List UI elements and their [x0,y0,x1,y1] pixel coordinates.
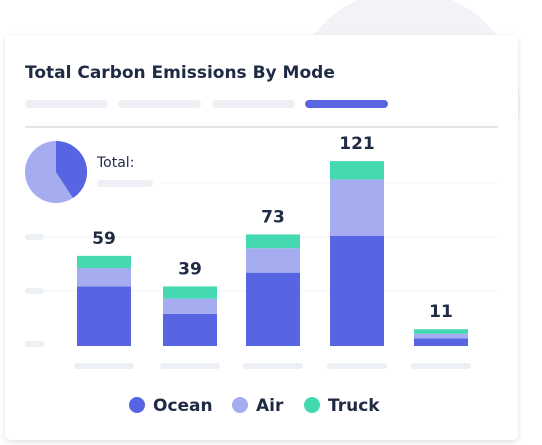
legend: Ocean Air Truck [129,396,380,416]
bar-segment [330,161,384,180]
placeholder [97,180,153,187]
total-label: 59 [92,229,116,249]
tick-placeholder [25,234,44,240]
category-placeholder [160,363,220,369]
category-placeholder [327,363,387,369]
bar-segment [414,333,468,339]
tick-placeholder [25,341,44,347]
total-label: Total: [96,155,134,171]
legend-label: Truck [328,396,380,416]
category-placeholder [74,363,134,369]
tab[interactable] [118,100,201,108]
bar-segment [163,286,217,299]
pie-icon [25,140,88,203]
total-label: 11 [429,302,453,322]
plot: 59 39 73 121 11 [74,134,471,369]
tab[interactable] [212,100,295,108]
bar-segment [246,272,300,346]
bar-segment [414,329,468,334]
category-placeholder [243,363,303,369]
legend-swatch [129,397,145,413]
bar-segment [77,286,131,346]
total-label: 39 [178,259,202,279]
bar-segment [77,268,131,287]
bar-segment [77,255,131,269]
total-label: 121 [339,134,375,154]
bar-segment [414,338,468,346]
chart-title: Total Carbon Emissions By Mode [25,63,335,83]
bar-segment [330,235,384,346]
bar-segment [330,179,384,236]
total-label: 73 [261,207,285,227]
tab[interactable] [25,100,108,108]
bar-segment [163,298,217,314]
bar-segment [246,234,300,249]
bar-segment [163,313,217,346]
bar-segment [246,248,300,273]
legend-label: Air [256,396,284,416]
legend-swatch [304,397,320,413]
legend-swatch [232,397,248,413]
pie-slice [56,140,88,198]
tab-active[interactable] [305,100,388,108]
tabs [25,100,388,108]
tick-placeholder [25,288,44,294]
legend-label: Ocean [153,396,213,416]
category-placeholder [411,363,471,369]
